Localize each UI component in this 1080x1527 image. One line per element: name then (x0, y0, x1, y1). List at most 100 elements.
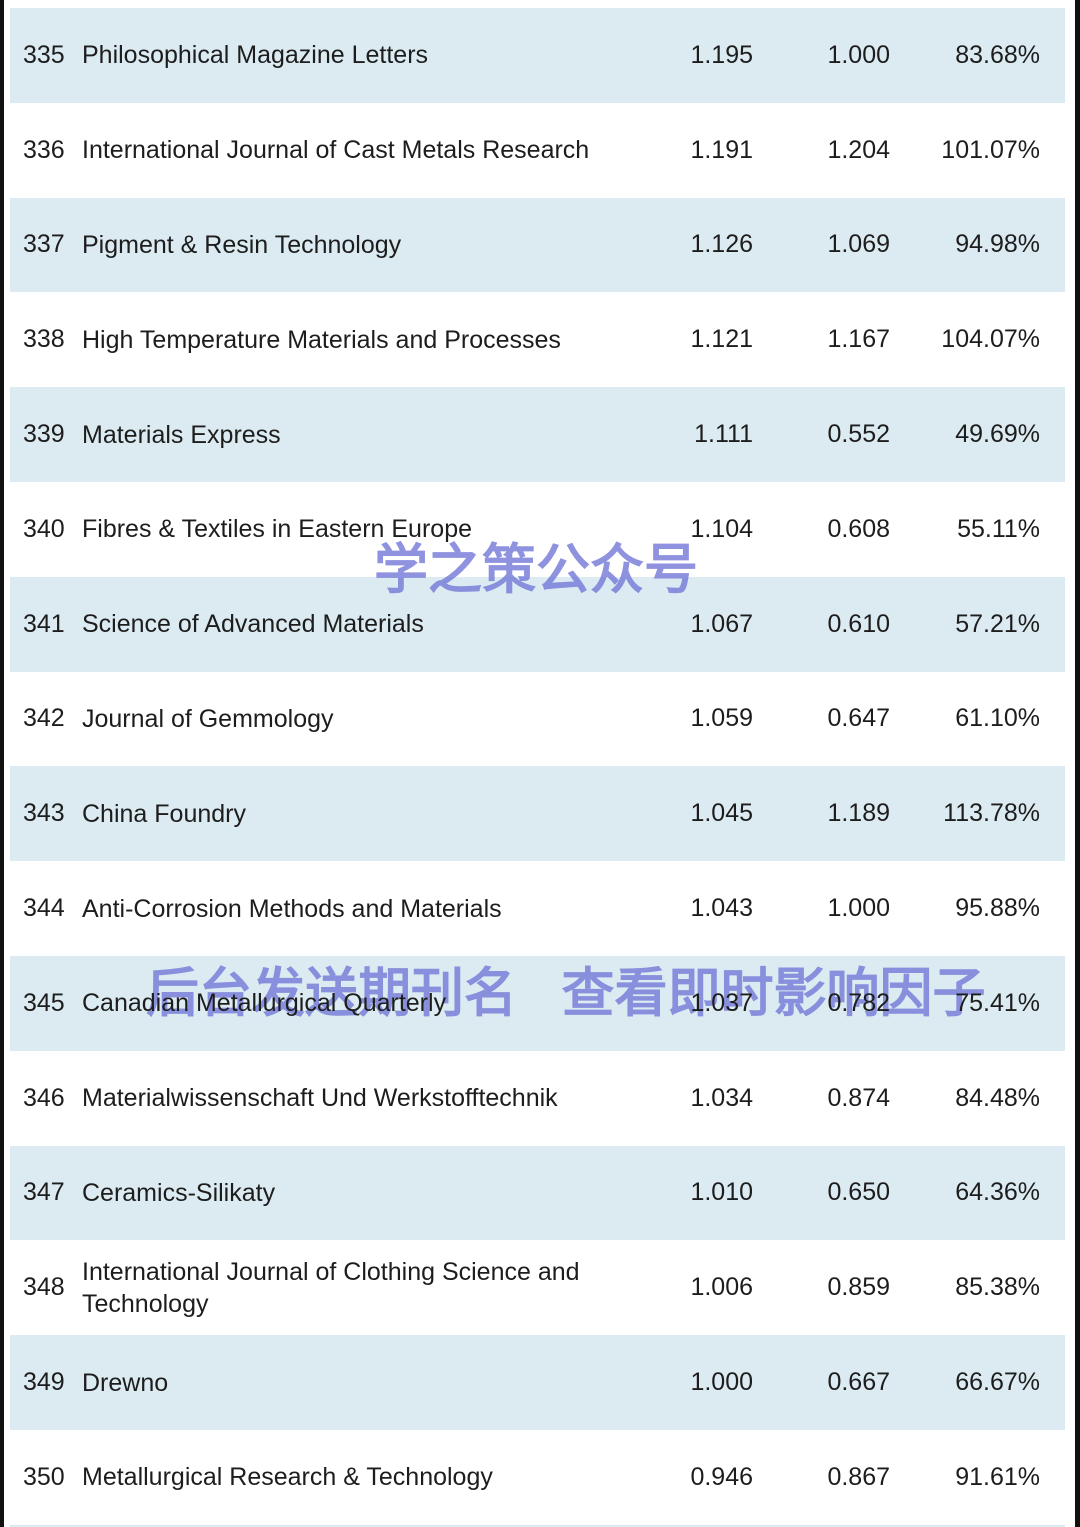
journal-name: Materials Express (82, 420, 281, 449)
row-rank: 345 (23, 988, 65, 1017)
watermark-cta: 后台发送期刊名 查看即时影响因子 (146, 962, 986, 1024)
row-rank: 350 (23, 1462, 65, 1491)
table-row: 342 Journal of Gemmology 1.059 0.647 61.… (10, 671, 1065, 767)
row-rank: 340 (23, 514, 65, 543)
journal-realtime-if: 1.204 (827, 135, 890, 164)
journal-realtime-if: 0.610 (827, 609, 890, 638)
journal-name: Canadian Metallurgical Quarterly (82, 989, 447, 1018)
journal-realtime-if: 1.069 (827, 230, 890, 259)
journal-name: International Journal of Cast Metals Res… (82, 136, 590, 165)
journal-realtime-if: 0.647 (827, 704, 890, 733)
journal-name: Pigment & Resin Technology (82, 230, 402, 259)
if-ratio-percent: 49.69% (955, 420, 1040, 449)
if-ratio-percent: 113.78% (943, 799, 1040, 828)
journal-realtime-if: 0.650 (827, 1178, 890, 1207)
if-ratio-percent: 85.38% (955, 1273, 1040, 1302)
if-ratio-percent: 104.07% (941, 325, 1040, 354)
journal-impact-factor: 0.946 (690, 1462, 753, 1491)
if-ratio-percent: 66.67% (955, 1368, 1040, 1397)
journal-impact-factor: 1.195 (690, 40, 753, 69)
journal-impact-factor: 1.126 (690, 230, 753, 259)
if-ratio-percent: 95.88% (955, 894, 1040, 923)
table-row: 343 China Foundry 1.045 1.189 113.78% (10, 766, 1065, 862)
row-rank: 344 (23, 894, 65, 923)
journal-realtime-if: 1.167 (827, 325, 890, 354)
table-row: 347 Ceramics-Silikaty 1.010 0.650 64.36% (10, 1145, 1065, 1241)
row-rank: 335 (23, 40, 65, 69)
row-rank: 346 (23, 1083, 65, 1112)
table-row: 348 International Journal of Clothing Sc… (10, 1240, 1065, 1336)
journal-impact-factor: 1.010 (690, 1178, 753, 1207)
journal-realtime-if: 0.667 (827, 1368, 890, 1397)
journal-impact-factor: 1.043 (690, 894, 753, 923)
if-ratio-percent: 55.11% (957, 514, 1040, 543)
journal-impact-factor: 1.000 (690, 1368, 753, 1397)
row-rank: 336 (23, 135, 65, 164)
table-row: 339 Materials Express 1.111 0.552 49.69% (10, 387, 1065, 482)
journal-realtime-if: 0.867 (827, 1462, 890, 1491)
table-row: 344 Anti-Corrosion Methods and Materials… (10, 861, 1065, 956)
journal-name: Fibres & Textiles in Eastern Europe (82, 515, 473, 544)
table-row: 336 International Journal of Cast Metals… (10, 102, 1065, 198)
journal-table: 335 Philosophical Magazine Letters 1.195… (10, 8, 1065, 1527)
row-rank: 343 (23, 799, 65, 828)
journal-name: Materialwissenschaft Und Werkstofftechni… (82, 1084, 558, 1113)
journal-impact-factor: 1.034 (690, 1083, 753, 1112)
table-row: 350 Metallurgical Research & Technology … (10, 1429, 1065, 1525)
row-rank: 341 (23, 609, 65, 638)
journal-impact-factor: 1.191 (690, 135, 753, 164)
page-right-edge (1075, 0, 1080, 1527)
row-rank: 337 (23, 230, 65, 259)
if-ratio-percent: 83.68% (955, 40, 1040, 69)
row-rank: 348 (23, 1273, 65, 1302)
journal-realtime-if: 0.782 (827, 988, 890, 1017)
row-rank: 342 (23, 704, 65, 733)
table-row: 341 Science of Advanced Materials 1.067 … (10, 576, 1065, 672)
journal-impact-factor: 1.121 (690, 325, 753, 354)
journal-impact-factor: 1.037 (690, 988, 753, 1017)
if-ratio-percent: 64.36% (955, 1178, 1040, 1207)
table-row: 337 Pigment & Resin Technology 1.126 1.0… (10, 197, 1065, 293)
journal-impact-factor: 1.006 (690, 1273, 753, 1302)
if-ratio-percent: 61.10% (955, 704, 1040, 733)
table-row: 338 High Temperature Materials and Proce… (10, 292, 1065, 388)
journal-realtime-if: 1.189 (827, 799, 890, 828)
if-ratio-percent: 75.41% (955, 988, 1040, 1017)
journal-realtime-if: 0.859 (827, 1273, 890, 1302)
row-rank: 339 (23, 420, 65, 449)
row-rank: 347 (23, 1178, 65, 1207)
journal-name: Journal of Gemmology (82, 704, 334, 733)
page-left-edge (0, 0, 4, 1527)
if-ratio-percent: 57.21% (955, 609, 1040, 638)
journal-name: International Journal of Clothing Scienc… (82, 1257, 580, 1318)
journal-realtime-if: 0.874 (827, 1083, 890, 1112)
journal-name: Science of Advanced Materials (82, 610, 424, 639)
journal-impact-factor: 1.111 (694, 420, 753, 449)
journal-realtime-if: 0.552 (827, 420, 890, 449)
table-row: 340 Fibres & Textiles in Eastern Europe … (10, 481, 1065, 577)
table-row: 345 Canadian Metallurgical Quarterly 1.0… (10, 955, 1065, 1051)
journal-name: China Foundry (82, 799, 246, 828)
journal-name: Ceramics-Silikaty (82, 1178, 276, 1207)
journal-realtime-if: 1.000 (827, 894, 890, 923)
journal-impact-factor: 1.045 (690, 799, 753, 828)
journal-name: High Temperature Materials and Processes (82, 325, 561, 354)
if-ratio-percent: 84.48% (955, 1083, 1040, 1112)
if-ratio-percent: 91.61% (955, 1462, 1040, 1491)
journal-name: Drewno (82, 1368, 169, 1397)
journal-impact-factor: 1.104 (690, 514, 753, 543)
if-ratio-percent: 94.98% (955, 230, 1040, 259)
table-row: 346 Materialwissenschaft Und Werkstoffte… (10, 1050, 1065, 1146)
watermark-brand: 学之策公众号 (374, 537, 698, 601)
row-rank: 349 (23, 1368, 65, 1397)
table-row: 349 Drewno 1.000 0.667 66.67% (10, 1335, 1065, 1430)
journal-realtime-if: 1.000 (827, 40, 890, 69)
journal-impact-factor: 1.067 (690, 609, 753, 638)
journal-impact-factor: 1.059 (690, 704, 753, 733)
if-ratio-percent: 101.07% (941, 135, 1040, 164)
next-row-sliver (10, 1524, 1065, 1527)
journal-name: Anti-Corrosion Methods and Materials (82, 894, 502, 923)
row-rank: 338 (23, 325, 65, 354)
journal-name: Metallurgical Research & Technology (82, 1463, 493, 1492)
